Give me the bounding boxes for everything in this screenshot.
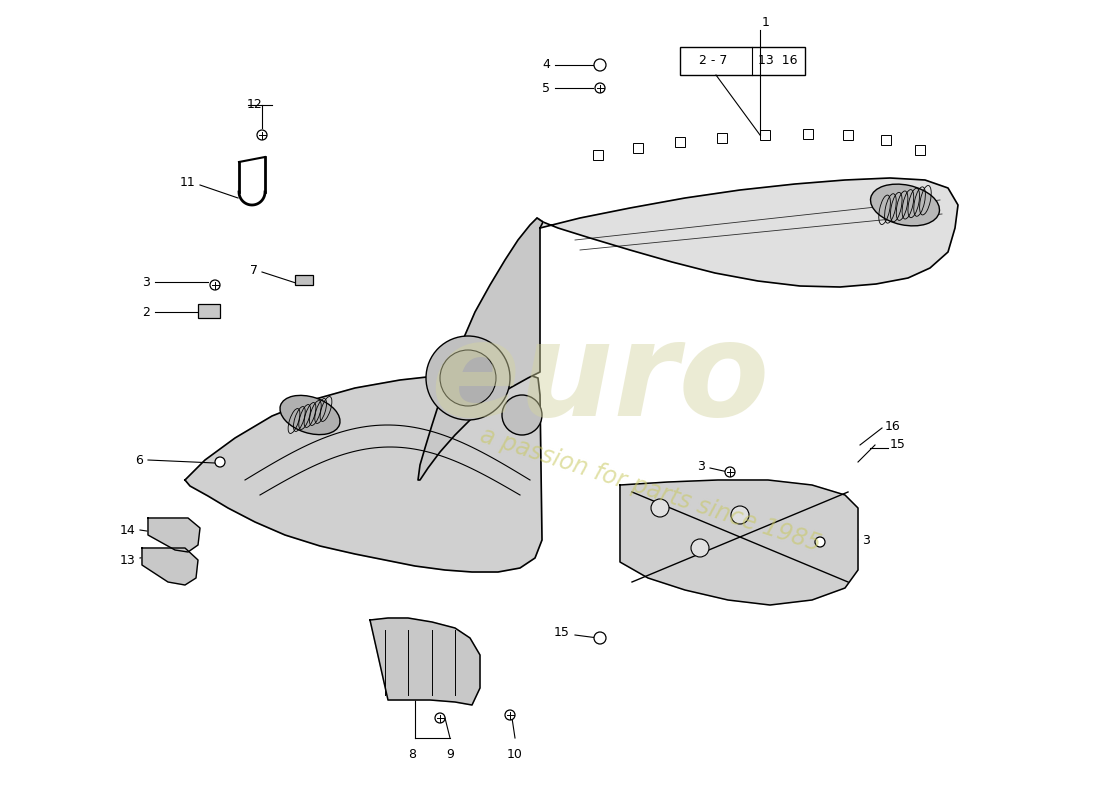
Text: 10: 10 [507,748,522,761]
Text: euro: euro [430,317,770,443]
Circle shape [210,280,220,290]
Bar [717,133,727,143]
Text: 11: 11 [179,177,195,190]
Circle shape [434,713,446,723]
Bar [680,47,805,75]
Text: 4: 4 [542,58,550,71]
Text: 9: 9 [447,748,454,761]
Text: 2 - 7: 2 - 7 [698,54,727,67]
Circle shape [502,395,542,435]
Text: 3: 3 [862,534,870,546]
Circle shape [214,457,225,467]
Text: 2: 2 [142,306,150,318]
Circle shape [815,537,825,547]
Circle shape [595,83,605,93]
Bar [760,130,770,140]
Text: 7: 7 [250,263,258,277]
Ellipse shape [280,395,340,434]
Bar [675,137,685,147]
Bar [198,304,220,318]
Ellipse shape [870,184,939,226]
Polygon shape [148,518,200,552]
Text: 1: 1 [762,15,770,29]
Bar [915,145,925,155]
Text: 8: 8 [408,748,416,761]
Text: 5: 5 [542,82,550,94]
Circle shape [426,336,510,420]
Circle shape [257,130,267,140]
Circle shape [505,710,515,720]
Circle shape [594,59,606,71]
Text: 13: 13 [119,554,135,566]
Text: 16: 16 [886,419,901,433]
Bar [881,135,891,145]
Text: 15: 15 [554,626,570,639]
Bar [295,275,313,285]
Circle shape [594,632,606,644]
Polygon shape [142,548,198,585]
Bar [843,130,852,140]
Text: 13  16: 13 16 [758,54,798,67]
Circle shape [725,467,735,477]
Circle shape [440,350,496,406]
Bar [593,150,603,160]
Text: 14: 14 [119,523,135,537]
Text: 3: 3 [142,275,150,289]
Circle shape [651,499,669,517]
Polygon shape [537,178,958,287]
Polygon shape [620,480,858,605]
Text: a passion for parts since 1985: a passion for parts since 1985 [476,423,824,557]
Text: 3: 3 [697,459,705,473]
Text: 12: 12 [248,98,263,111]
Bar [632,143,644,153]
Text: 6: 6 [135,454,143,466]
Polygon shape [185,372,542,572]
Text: 15: 15 [890,438,906,451]
Polygon shape [418,218,543,480]
Circle shape [691,539,710,557]
Polygon shape [370,618,480,705]
Bar [803,129,813,139]
Circle shape [732,506,749,524]
